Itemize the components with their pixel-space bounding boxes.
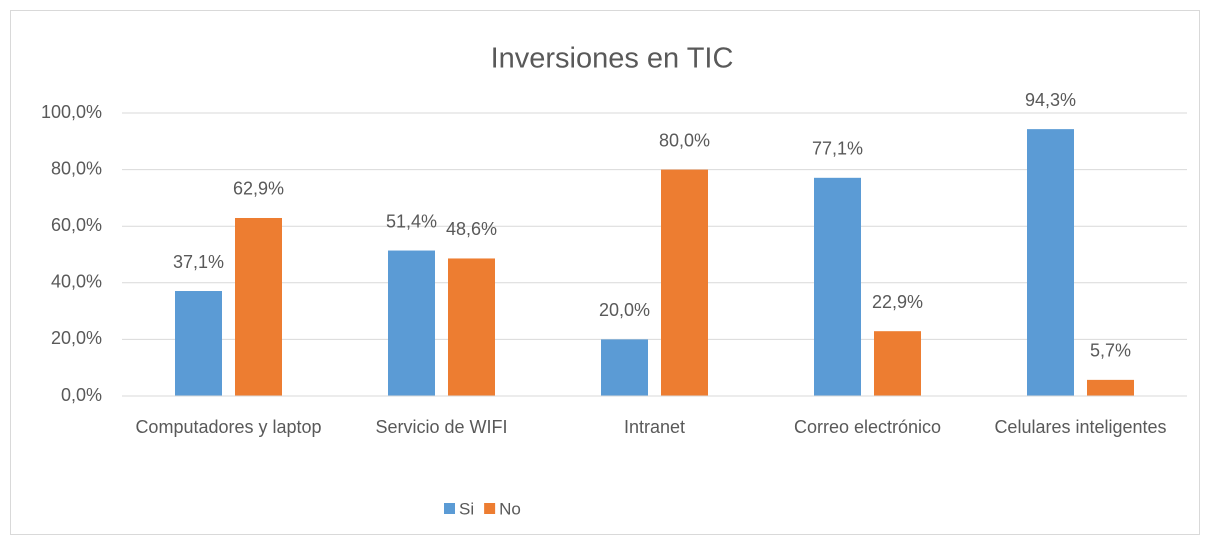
value-label: 48,6% [446,219,497,239]
y-tick-label: 60,0% [51,215,102,235]
bar [1027,129,1074,397]
x-tick-label: Intranet [624,417,685,437]
value-label: 77,1% [812,139,863,159]
x-tick-label: Celulares inteligentes [994,417,1166,437]
legend-label: Si [459,499,474,518]
x-tick-label: Computadores y laptop [135,417,321,437]
chart-border [10,10,1200,535]
x-tick-label: Correo electrónico [794,417,941,437]
value-label: 62,9% [233,179,284,199]
legend-swatch [484,503,496,514]
bar [448,258,495,396]
bar [388,250,435,396]
bar [661,169,708,396]
x-tick-label: Servicio de WIFI [375,417,507,437]
bar [1087,379,1134,396]
value-label: 37,1% [173,252,224,272]
y-tick-label: 0,0% [61,385,102,405]
bar [601,339,648,396]
bar [235,217,282,396]
legend-swatch [444,503,455,514]
y-tick-label: 100,0% [41,102,102,122]
y-tick-label: 80,0% [51,158,102,178]
value-label: 20,0% [599,300,650,320]
bar [814,177,861,396]
value-label: 51,4% [386,211,437,231]
value-label: 22,9% [872,292,923,312]
bar [874,331,921,396]
chart-title: Inversiones en TIC [491,43,734,75]
value-label: 94,3% [1025,90,1076,110]
value-label: 5,7% [1090,341,1131,361]
legend-label: No [499,499,521,518]
y-tick-label: 20,0% [51,328,102,348]
bar [175,291,222,396]
y-tick-label: 40,0% [51,272,102,292]
value-label: 80,0% [659,130,710,150]
